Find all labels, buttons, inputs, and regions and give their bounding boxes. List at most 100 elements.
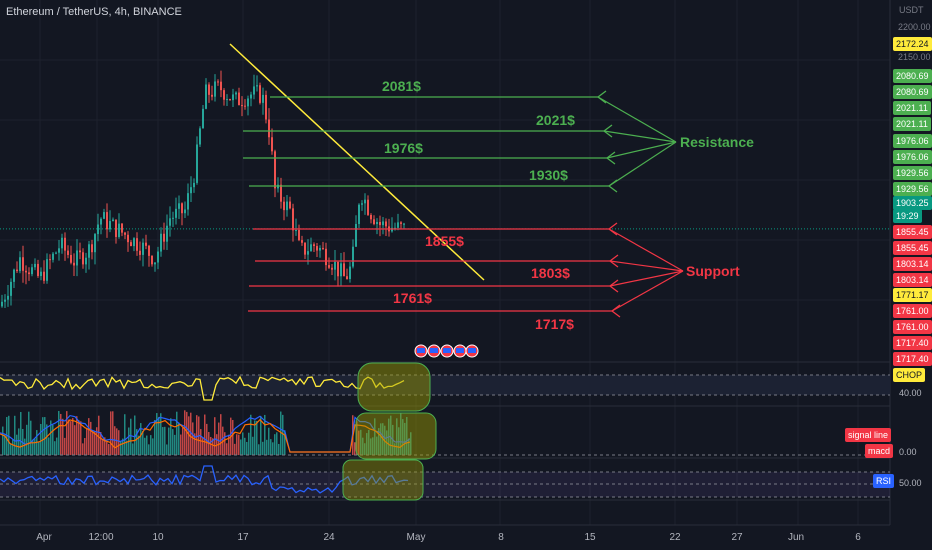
candle-body — [16, 269, 18, 272]
candle-body — [46, 259, 48, 281]
macd-bar — [160, 413, 162, 455]
resistance-price-tag: 2080.69 — [893, 85, 932, 99]
macd-bar — [130, 418, 132, 455]
candle-body — [133, 238, 135, 247]
time-tick-6: 6 — [855, 532, 861, 543]
macd-bar — [118, 430, 120, 455]
resistance-price-tag: 2080.69 — [893, 69, 932, 83]
macd-bar — [398, 427, 400, 455]
candle-body — [58, 248, 60, 253]
macd-bar — [166, 444, 168, 455]
candle-body — [256, 85, 258, 87]
price-unit: USDT — [899, 5, 924, 15]
candle-body — [79, 250, 81, 253]
candle-body — [298, 230, 300, 241]
candle-body — [202, 108, 204, 129]
macd-bar — [62, 418, 64, 455]
macd-bar — [60, 413, 62, 455]
macd-bar — [406, 417, 408, 455]
signal-line — [0, 418, 411, 453]
countdown-tag: 19:29 — [893, 209, 922, 223]
macd-bar — [132, 443, 134, 455]
macd-bar — [6, 417, 8, 455]
candle-body — [148, 245, 150, 256]
time-tick-Apr: Apr — [36, 532, 52, 543]
signal-line-label: signal line — [845, 428, 892, 442]
macd-bar — [86, 428, 88, 455]
candle-body — [49, 259, 51, 261]
chart-background — [0, 0, 890, 550]
candle-body — [193, 182, 195, 188]
candle-body — [142, 242, 144, 255]
candle-body — [118, 223, 120, 237]
macd-bar — [268, 427, 270, 455]
candle-body — [76, 250, 78, 266]
macd-bar — [100, 432, 102, 455]
support-price-tag: 1803.14 — [893, 257, 932, 271]
time-tick-10: 10 — [152, 532, 164, 543]
candle-body — [322, 247, 324, 249]
macd-bar — [138, 435, 140, 455]
candle-body — [112, 219, 114, 222]
macd-value: 0.00 — [899, 447, 917, 457]
macd-bar — [378, 428, 380, 455]
macd-bar — [52, 424, 54, 455]
macd-bar — [236, 434, 238, 455]
macd-bar — [354, 442, 356, 455]
candle-body — [319, 247, 321, 251]
macd-bar — [140, 423, 142, 455]
macd-bar — [144, 437, 146, 455]
candle-body — [310, 244, 312, 252]
support-fan-line — [608, 228, 684, 272]
candle-body — [70, 254, 72, 263]
macd-bar — [256, 420, 258, 455]
macd-bar — [402, 419, 404, 455]
macd-bar — [126, 440, 128, 455]
candle-body — [4, 299, 6, 302]
candle-body — [385, 221, 387, 227]
candle-body — [166, 225, 168, 242]
candle-body — [250, 94, 252, 99]
rsi-value: 50.00 — [899, 478, 922, 488]
macd-bar — [234, 443, 236, 455]
macd-bar — [50, 420, 52, 455]
support-fan-line — [611, 270, 684, 312]
candle-body — [286, 201, 288, 211]
event-flag-stripe — [456, 348, 464, 353]
macd-bar — [66, 411, 68, 455]
candle-body — [31, 267, 33, 275]
candle-body — [247, 98, 249, 107]
level-label-2021: 2021$ — [536, 112, 575, 128]
candle-body — [196, 144, 198, 183]
macd-bar — [232, 419, 234, 455]
macd-bar — [12, 439, 14, 455]
macd-bar — [394, 443, 396, 455]
resistance-price-tag: 1976.06 — [893, 134, 932, 148]
macd-bar — [164, 426, 166, 455]
candle-body — [262, 94, 264, 103]
macd-bar — [94, 430, 96, 455]
support-price-tag: 1717.40 — [893, 352, 932, 366]
macd-bar — [30, 420, 32, 455]
candle-body — [283, 201, 285, 211]
macd-bar — [250, 414, 252, 455]
macd-bar — [150, 435, 152, 455]
macd-bar — [200, 429, 202, 455]
support-price-tag: 1761.00 — [893, 304, 932, 318]
macd-bar — [156, 413, 158, 455]
candle-body — [127, 234, 129, 243]
macd-bar — [112, 411, 114, 455]
macd-bar — [238, 434, 240, 455]
macd-bar — [104, 437, 106, 455]
candle-body — [355, 223, 357, 247]
macd-bar — [42, 417, 44, 455]
macd-bar — [28, 411, 30, 455]
macd-bar — [210, 436, 212, 455]
grid — [0, 0, 890, 525]
macd-bar — [212, 438, 214, 455]
candle-body — [52, 253, 54, 260]
macd-bar — [356, 421, 358, 455]
macd-bar — [32, 439, 34, 455]
